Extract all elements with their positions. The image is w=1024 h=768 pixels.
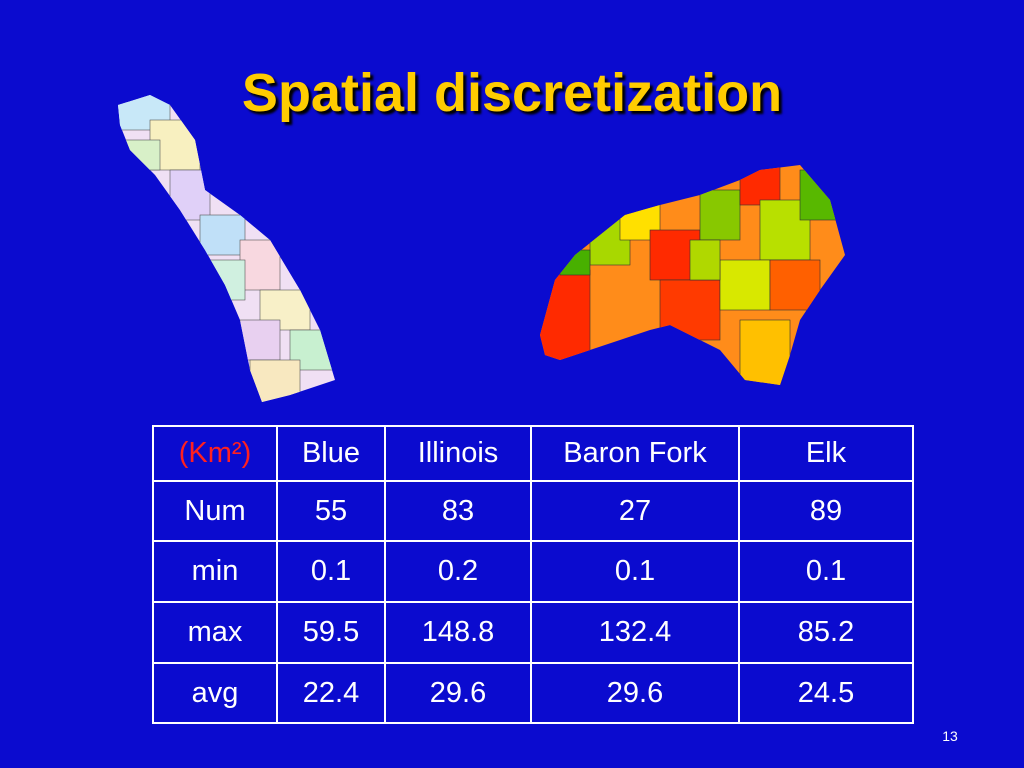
table-cell: 0.1 [530, 540, 740, 603]
table-row: max 59.5 148.8 132.4 85.2 [152, 601, 914, 664]
table-cell: 55 [276, 480, 386, 542]
elk-river-map [540, 165, 845, 385]
page-number: 13 [942, 728, 958, 744]
table-cell: 24.5 [738, 662, 914, 724]
table-cell: 29.6 [384, 662, 532, 724]
header-cell: Blue [276, 425, 386, 482]
table-cell: Num [152, 480, 278, 542]
blue-river-map [118, 95, 335, 402]
table-row: avg 22.4 29.6 29.6 24.5 [152, 662, 914, 724]
table-cell: max [152, 601, 278, 664]
header-cell: Elk [738, 425, 914, 482]
table-cell: 29.6 [530, 662, 740, 724]
header-cell: Baron Fork [530, 425, 740, 482]
header-cell: Illinois [384, 425, 532, 482]
table-cell: 132.4 [530, 601, 740, 664]
table-cell: 148.8 [384, 601, 532, 664]
table-cell: 0.2 [384, 540, 532, 603]
table-cell: 85.2 [738, 601, 914, 664]
table-cell: 22.4 [276, 662, 386, 724]
table-cell: min [152, 540, 278, 603]
table-row: min 0.1 0.2 0.1 0.1 [152, 540, 914, 603]
slide-title: Spatial discretization [241, 63, 783, 123]
table-cell: 83 [384, 480, 532, 542]
table-cell: 0.1 [276, 540, 386, 603]
header-cell: (Km²) [152, 425, 278, 482]
table-cell: 59.5 [276, 601, 386, 664]
table-row: Num 55 83 27 89 [152, 480, 914, 542]
table-cell: 27 [530, 480, 740, 542]
table-row: (Km²) Blue Illinois Baron Fork Elk [152, 425, 914, 482]
data-table: (Km²) Blue Illinois Baron Fork Elk Num 55 83 27 8… [152, 425, 914, 724]
table-cell: avg [152, 662, 278, 724]
table-cell: 0.1 [738, 540, 914, 603]
table-cell: 89 [738, 480, 914, 542]
